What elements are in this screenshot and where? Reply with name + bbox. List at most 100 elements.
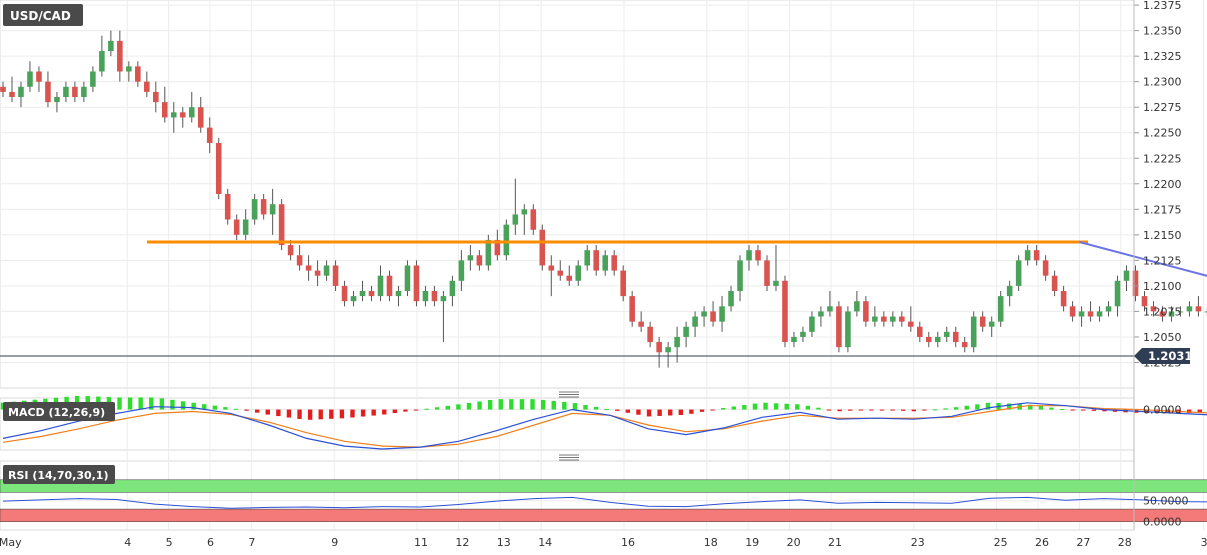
y-tick-label: 1.2225: [1143, 152, 1182, 165]
candle-body: [881, 316, 887, 322]
macd-hist-bar: [551, 400, 556, 410]
macd-hist-bar: [276, 409, 281, 417]
candle-body: [1006, 285, 1013, 297]
x-tick-label: 20: [787, 536, 801, 549]
macd-hist-bar: [540, 399, 546, 410]
candle-body: [647, 326, 653, 343]
macd-hist-bar: [307, 409, 313, 420]
macd-hist-bar: [964, 405, 969, 410]
macd-hist-bar: [435, 407, 440, 410]
rsi-label: RSI (14,70,30,1): [3, 465, 115, 484]
candle-body: [458, 260, 465, 281]
macd-hist-bar: [943, 408, 948, 410]
candle-body: [1159, 311, 1166, 317]
x-tick-label: 5: [166, 536, 173, 549]
macd-hist-bar: [848, 409, 853, 411]
macd-hist-bar: [138, 397, 143, 410]
macd-hist-bar: [773, 403, 779, 410]
candle-body: [1015, 260, 1022, 286]
macd-hist-bar: [530, 399, 535, 410]
macd-resize-handle[interactable]: [559, 391, 579, 398]
x-tick-label: 11: [414, 536, 428, 549]
macd-hist-bar: [784, 403, 789, 410]
candle-body: [377, 275, 384, 297]
macd-hist-bar: [625, 409, 631, 413]
rsi-tick-label: 0.0000: [1143, 516, 1182, 529]
candle-body: [1078, 311, 1085, 317]
candle-body: [135, 66, 141, 82]
macd-hist-bar: [223, 407, 228, 410]
candle-body: [1069, 306, 1076, 317]
candle-body: [1141, 296, 1148, 307]
macd-hist-bar: [477, 401, 482, 410]
macd-hist-bar: [456, 404, 461, 410]
price-panel: [0, 0, 1135, 389]
candle-body: [1060, 291, 1067, 307]
macd-hist-bar: [297, 409, 302, 419]
macd-hist-bar: [869, 409, 874, 411]
macd-hist-bar: [180, 401, 186, 410]
macd-hist-bar: [826, 409, 832, 411]
candle-body: [45, 81, 51, 103]
macd-hist-bar: [127, 397, 133, 410]
macd-hist-bar: [191, 402, 196, 410]
candle-body: [997, 296, 1004, 322]
symbol-text: USD/CAD: [10, 9, 71, 23]
candle-body: [431, 291, 438, 302]
macd-hist-bar: [985, 402, 991, 410]
macd-hist-bar: [646, 409, 652, 417]
candle-body: [557, 270, 564, 276]
macd-hist-bar: [922, 409, 927, 411]
candle-body: [494, 239, 501, 256]
candle-body: [611, 255, 617, 271]
macd-hist-bar: [1028, 404, 1033, 410]
overlays: [0, 240, 1207, 357]
candle-body: [368, 291, 375, 297]
rsi-tick-label: 50.0000: [1143, 495, 1189, 508]
macd-hist-bar: [710, 409, 715, 411]
candle-body: [593, 250, 600, 271]
candle-body: [602, 255, 608, 271]
candle-body: [54, 97, 60, 103]
candle-body: [863, 301, 869, 322]
candle-body: [305, 265, 312, 271]
candle-body: [341, 285, 348, 302]
rsi-resize-handle[interactable]: [559, 454, 579, 461]
macd-hist-bar: [562, 401, 567, 410]
macd-hist-bar: [1102, 409, 1107, 412]
macd-panel: [0, 397, 1135, 451]
candle-body: [179, 112, 186, 118]
y-tick-label: 1.2325: [1143, 50, 1182, 63]
y-tick-label: 1.2375: [1143, 0, 1182, 12]
candle-body: [683, 326, 689, 337]
candle-body: [1042, 260, 1049, 276]
macd-hist-bar: [816, 407, 821, 410]
candle-body: [1024, 250, 1031, 261]
macd-hist-bar: [170, 399, 175, 410]
y-tick-label: 1.2200: [1143, 178, 1182, 191]
macd-hist-bar: [1186, 409, 1192, 414]
x-tick-label: 14: [538, 536, 552, 549]
macd-signal-line: [2, 405, 1207, 448]
macd-hist-bar: [795, 404, 800, 410]
candle-body: [251, 199, 258, 220]
y-axis: 1.2375 1.2350 1.2325 1.2300 1.2275 1.2250 1.22…: [1133, 0, 1189, 530]
candle-body: [269, 204, 276, 215]
candle-body: [854, 301, 860, 312]
macd-hist-bar: [403, 409, 408, 412]
macd-hist-bar: [752, 403, 758, 410]
candle-body: [566, 275, 573, 281]
candle-body: [63, 86, 69, 97]
macd-hist-bar: [1049, 407, 1054, 410]
macd-hist-bar: [265, 409, 270, 415]
macd-hist-bar: [117, 397, 122, 410]
candle-body: [943, 331, 950, 337]
macd-hist-bar: [975, 404, 980, 410]
candle-body: [710, 311, 716, 322]
candle-body: [476, 255, 483, 266]
candle-body: [72, 86, 78, 97]
trend-line: [1079, 241, 1207, 277]
candle-body: [1123, 270, 1130, 281]
candle-body: [979, 316, 986, 327]
macd-hist-bar: [572, 403, 578, 410]
